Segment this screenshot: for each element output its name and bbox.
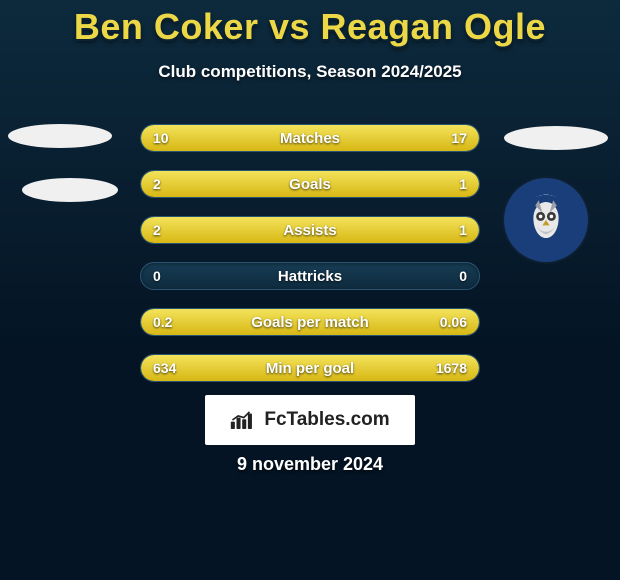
stat-row: 2Assists1 [140, 216, 480, 244]
stat-value-right: 1678 [436, 355, 467, 381]
owl-icon [519, 193, 573, 247]
stat-label: Matches [141, 125, 479, 151]
comparison-bars: 10Matches172Goals12Assists10Hattricks00.… [140, 124, 480, 400]
stat-label: Goals per match [141, 309, 479, 335]
stat-label: Hattricks [141, 263, 479, 289]
club-right-badge [504, 178, 588, 262]
stat-row: 0Hattricks0 [140, 262, 480, 290]
club-left-badge-placeholder [22, 178, 118, 202]
stat-value-right: 1 [459, 171, 467, 197]
fctables-logo-icon [230, 410, 256, 430]
stat-label: Min per goal [141, 355, 479, 381]
stat-value-right: 1 [459, 217, 467, 243]
stat-row: 0.2Goals per match0.06 [140, 308, 480, 336]
page-subtitle: Club competitions, Season 2024/2025 [0, 62, 620, 82]
branding-text: FcTables.com [264, 409, 389, 431]
player-left-avatar-placeholder [8, 124, 112, 148]
stat-row: 10Matches17 [140, 124, 480, 152]
stat-value-right: 0.06 [440, 309, 467, 335]
branding-badge: FcTables.com [205, 395, 415, 445]
stat-row: 634Min per goal1678 [140, 354, 480, 382]
stat-row: 2Goals1 [140, 170, 480, 198]
stat-value-right: 0 [459, 263, 467, 289]
stat-label: Goals [141, 171, 479, 197]
player-right-avatar-placeholder [504, 126, 608, 150]
stat-label: Assists [141, 217, 479, 243]
stat-value-right: 17 [451, 125, 467, 151]
date-stamp: 9 november 2024 [0, 454, 620, 475]
page-title: Ben Coker vs Reagan Ogle [0, 0, 620, 48]
